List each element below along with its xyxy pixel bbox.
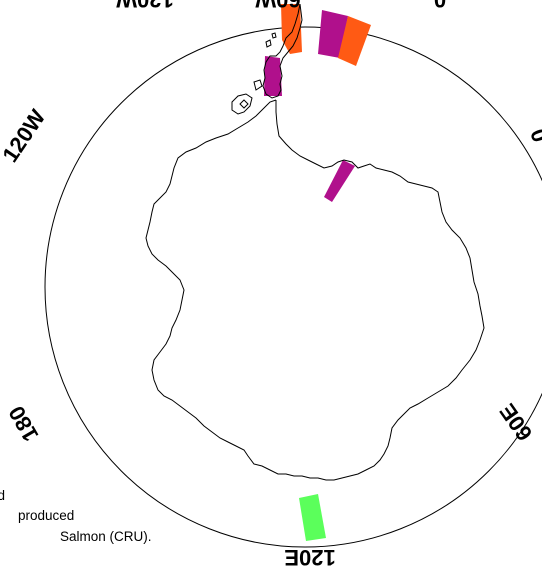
region-purple-weddell — [318, 10, 348, 58]
lon-label-120e: 120E — [284, 545, 335, 570]
credit-line-3: Salmon (CRU). — [60, 529, 152, 544]
coastline-continent — [145, 99, 485, 481]
lon-label-60e: 60E — [494, 399, 537, 445]
region-green-south — [299, 494, 326, 541]
region-orange-weddell — [338, 16, 371, 66]
lon-label-0-right: 0 — [525, 125, 542, 145]
lon-label-180: 180 — [3, 402, 43, 446]
region-purple-peninsula — [264, 56, 282, 96]
lon-label-120w-top: 120W — [116, 0, 174, 12]
lon-label-120w: 120W — [0, 105, 50, 167]
coastline-islands — [231, 32, 277, 115]
region-purple-east — [324, 160, 355, 202]
coastline-peninsula — [262, 3, 303, 99]
lon-label-0-top: 0 — [434, 0, 446, 12]
credit-line-2: produced — [18, 508, 74, 523]
credit-line-1: nd — [0, 488, 5, 503]
lon-label-60w: 60W — [255, 0, 300, 12]
map-boundary-circle — [44, 26, 542, 548]
